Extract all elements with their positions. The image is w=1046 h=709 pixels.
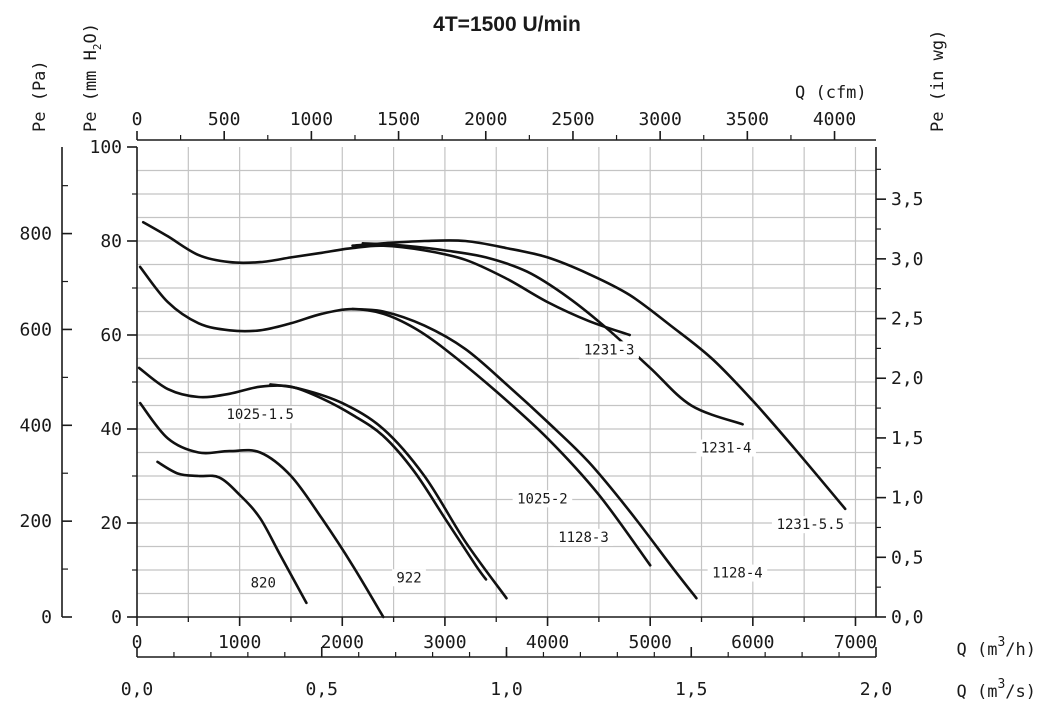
x-top-tick-label: 3000 (638, 109, 681, 130)
curve-label: 820 (251, 575, 276, 591)
curve-label: 1128-3 (558, 530, 609, 546)
y-right-tick-label: 2,0 (891, 368, 924, 389)
series-line-1231-3 (141, 220, 631, 337)
x-secondary-tick-label: 0,5 (305, 679, 338, 700)
x-primary-tick-label: 3000 (423, 632, 466, 653)
x-primary-tick-label: 4000 (526, 632, 569, 653)
curves (137, 220, 847, 619)
curve-label-bg (512, 490, 573, 508)
chart-title: 4T=1500 U/min (433, 13, 581, 36)
curve-label-bg (696, 439, 756, 457)
x-primary-tick-label: 7000 (834, 632, 877, 653)
curve-labels: 820 922 1025-1.5 1025-2 1128-3 1128-4 1231-3 12… (221, 341, 849, 592)
curve-label-bg (771, 516, 849, 534)
curve-label-bg (707, 564, 768, 582)
x-primary-axis-label: Q (m3/h) (957, 635, 1037, 660)
y-right-axis-label: Pe (in wg) (928, 30, 948, 132)
x-top-tick-label: 500 (208, 109, 241, 130)
curve-label: 922 (396, 570, 421, 586)
series-line-1025-2 (269, 383, 508, 600)
x-secondary-tick-label: 1,0 (490, 679, 523, 700)
y-right-tick-label: 3,0 (891, 249, 924, 270)
y-outer-tick-label: 600 (19, 319, 52, 340)
series-line-1231-4 (361, 242, 744, 426)
curve-label: 1128-4 (712, 566, 763, 582)
y-primary-tick-label: 20 (100, 513, 122, 534)
y-outer-tick-label: 200 (19, 511, 52, 532)
series-line-922 (138, 401, 385, 619)
x-top-tick-label: 2000 (464, 109, 507, 130)
y-right-tick-label: 1,5 (891, 428, 924, 449)
curve-label-bg (221, 406, 299, 424)
x-top-tick-label: 0 (132, 109, 143, 130)
x-top-tick-label: 4000 (813, 109, 856, 130)
curve-label: 1231-3 (584, 342, 635, 358)
x-top-tick-label: 3500 (726, 109, 769, 130)
curve-label: 1231-5.5 (777, 517, 844, 533)
grid (137, 147, 876, 617)
x-top-axis-label: Q (cfm) (795, 83, 867, 103)
series-line-820 (156, 460, 308, 605)
x-primary-tick-label: 5000 (629, 632, 672, 653)
curve-label-bg (246, 574, 281, 592)
x-secondary-tick-label: 2,0 (860, 679, 893, 700)
x-secondary-axis-label: Q (m3/s) (957, 677, 1037, 702)
x-primary-tick-label: 1000 (218, 632, 261, 653)
curve-label-bg (553, 528, 614, 546)
y-primary-tick-label: 100 (89, 137, 122, 158)
plot-area: 820 922 1025-1.5 1025-2 1128-3 1128-4 1231-3 12… (137, 147, 876, 619)
curve-label-bg (579, 341, 639, 359)
x-top-tick-label: 1000 (290, 109, 333, 130)
series-line-1128-4 (351, 307, 698, 600)
y-primary-tick-label: 80 (100, 231, 122, 252)
x-top-tick-label: 1500 (377, 109, 420, 130)
y-outer-tick-label: 800 (19, 224, 52, 245)
y-right-tick-label: 1,0 (891, 488, 924, 509)
y-primary-tick-label: 60 (100, 325, 122, 346)
x-primary-tick-label: 0 (132, 632, 143, 653)
y-outer-tick-label: 0 (41, 607, 52, 628)
y-primary-axis-label: Pe (mm H2O) (81, 23, 104, 132)
x-primary-tick-label: 6000 (731, 632, 774, 653)
y-right-tick-label: 0,5 (891, 547, 924, 568)
y-outer-tick-label: 400 (19, 415, 52, 436)
series-line-1025-1.5 (137, 366, 488, 581)
curve-label: 1025-1.5 (226, 407, 293, 423)
curve-label: 1231-4 (701, 441, 752, 457)
y-right-tick-label: 2,5 (891, 309, 924, 330)
series-line-1231-5.5 (351, 239, 847, 511)
x-primary-tick-label: 2000 (321, 632, 364, 653)
x-secondary-tick-label: 1,5 (675, 679, 708, 700)
y-outer-axis-label: Pe (Pa) (30, 60, 50, 132)
y-primary-tick-label: 0 (111, 607, 122, 628)
curve-label: 1025-2 (517, 491, 568, 507)
y-right-tick-label: 3,5 (891, 189, 924, 210)
x-top-tick-label: 2500 (551, 109, 594, 130)
y-right-tick-label: 0,0 (891, 607, 924, 628)
curve-label-bg (392, 569, 426, 587)
y-primary-tick-label: 40 (100, 419, 122, 440)
x-secondary-tick-label: 0,0 (121, 679, 154, 700)
